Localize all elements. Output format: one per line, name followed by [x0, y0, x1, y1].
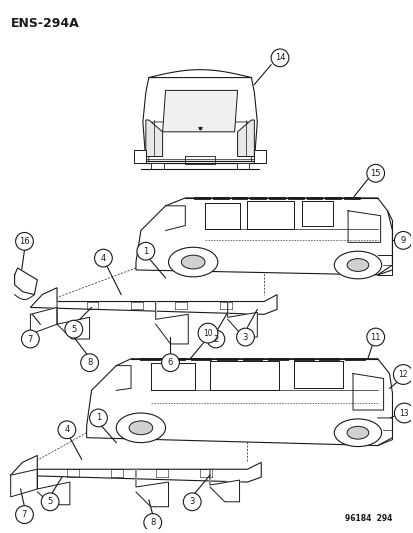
Ellipse shape	[333, 419, 381, 447]
Polygon shape	[150, 164, 163, 169]
Text: 8: 8	[87, 358, 92, 367]
Text: 14: 14	[274, 53, 285, 62]
Text: 5: 5	[71, 325, 76, 334]
Circle shape	[89, 409, 107, 427]
Circle shape	[394, 231, 411, 249]
Text: 1: 1	[96, 414, 101, 423]
Text: 12: 12	[398, 370, 407, 379]
Text: 7: 7	[22, 510, 27, 519]
Circle shape	[366, 164, 384, 182]
Text: 5: 5	[47, 497, 52, 506]
Circle shape	[198, 323, 217, 343]
Circle shape	[366, 328, 384, 346]
Polygon shape	[236, 164, 249, 169]
Text: 9: 9	[400, 236, 405, 245]
Polygon shape	[140, 157, 259, 164]
Polygon shape	[11, 469, 37, 497]
Ellipse shape	[346, 426, 368, 439]
Text: 4: 4	[100, 254, 106, 263]
Circle shape	[394, 403, 413, 423]
Text: 8: 8	[150, 518, 155, 527]
Polygon shape	[162, 91, 237, 132]
Text: 15: 15	[370, 169, 380, 178]
Circle shape	[41, 493, 59, 511]
Ellipse shape	[333, 251, 381, 279]
Text: 3: 3	[242, 333, 247, 342]
Ellipse shape	[116, 413, 165, 442]
Ellipse shape	[168, 247, 217, 277]
Text: 7: 7	[28, 335, 33, 343]
Polygon shape	[155, 302, 188, 344]
Circle shape	[392, 365, 412, 384]
Circle shape	[271, 49, 288, 67]
Circle shape	[143, 514, 161, 531]
Polygon shape	[30, 288, 276, 314]
Polygon shape	[134, 150, 145, 164]
Circle shape	[137, 243, 154, 260]
Text: 4: 4	[64, 425, 69, 434]
Ellipse shape	[129, 421, 152, 435]
Ellipse shape	[346, 259, 368, 271]
Circle shape	[65, 320, 83, 338]
Circle shape	[206, 330, 224, 348]
Text: 3: 3	[189, 497, 195, 506]
Polygon shape	[142, 78, 257, 161]
Ellipse shape	[181, 255, 204, 269]
Polygon shape	[209, 469, 239, 502]
Circle shape	[81, 354, 98, 372]
Circle shape	[94, 249, 112, 267]
Polygon shape	[135, 469, 168, 507]
Circle shape	[16, 506, 33, 523]
Polygon shape	[227, 302, 257, 337]
Text: 2: 2	[213, 335, 218, 343]
Text: ENS-294A: ENS-294A	[11, 18, 79, 30]
Circle shape	[16, 232, 33, 250]
Polygon shape	[86, 359, 392, 446]
Polygon shape	[145, 120, 162, 157]
Text: 6: 6	[167, 358, 173, 367]
Circle shape	[236, 328, 254, 346]
Polygon shape	[37, 469, 70, 505]
Polygon shape	[135, 198, 392, 275]
Text: 11: 11	[370, 333, 380, 342]
Circle shape	[58, 421, 76, 439]
Polygon shape	[237, 120, 254, 157]
Text: 10: 10	[203, 328, 212, 337]
Text: 16: 16	[19, 237, 30, 246]
Polygon shape	[30, 308, 57, 334]
Polygon shape	[14, 268, 37, 295]
Polygon shape	[11, 455, 261, 482]
Circle shape	[161, 354, 179, 372]
Circle shape	[183, 493, 201, 511]
Polygon shape	[254, 150, 266, 164]
Text: 96184  294: 96184 294	[344, 513, 392, 522]
Circle shape	[21, 330, 39, 348]
Polygon shape	[57, 302, 89, 339]
Text: 1: 1	[143, 247, 148, 256]
Text: 13: 13	[399, 408, 408, 417]
